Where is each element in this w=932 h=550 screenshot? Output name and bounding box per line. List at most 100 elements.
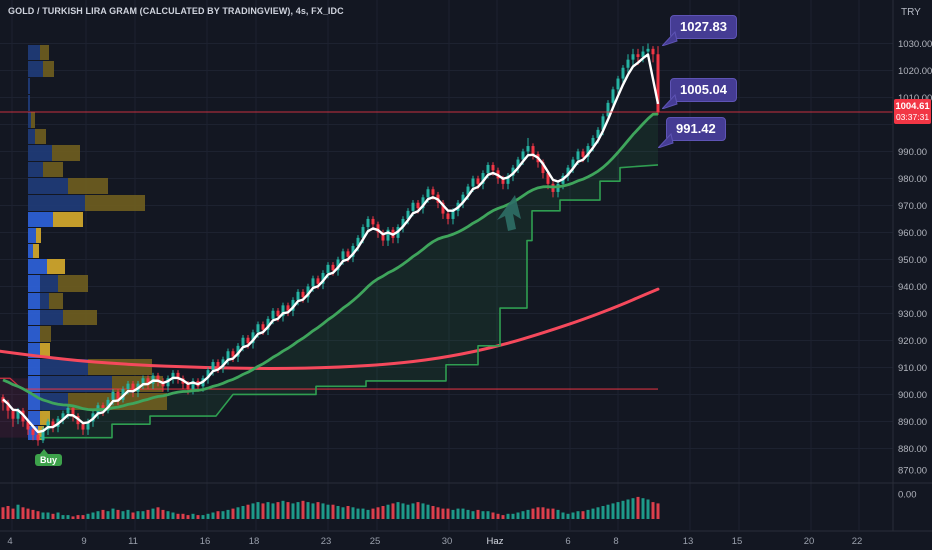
candle[interactable] (371, 218, 375, 225)
price-axis-tick[interactable]: 970.00 (898, 201, 927, 212)
candle[interactable] (361, 227, 365, 238)
candle[interactable] (341, 251, 345, 260)
price-axis-tick[interactable]: 0.00 (898, 490, 917, 501)
time-axis-tick[interactable]: 22 (852, 536, 863, 547)
candle[interactable] (311, 278, 315, 287)
price-callout-high[interactable]: 1027.83 (662, 15, 737, 46)
candle[interactable] (441, 202, 445, 214)
candle[interactable] (626, 59, 630, 68)
candle[interactable] (446, 213, 450, 219)
trailing-stop-line[interactable] (40, 164, 659, 439)
candle[interactable] (86, 421, 90, 430)
price-axis-tick[interactable]: 1030.00 (898, 39, 932, 50)
price-axis-tick[interactable]: 960.00 (898, 228, 927, 239)
candle[interactable] (656, 54, 660, 113)
candle[interactable] (246, 337, 250, 344)
candle[interactable] (356, 237, 360, 246)
candle[interactable] (26, 421, 30, 430)
candle[interactable] (221, 359, 225, 368)
candle[interactable] (471, 178, 475, 187)
price-axis-tick[interactable]: 930.00 (898, 309, 927, 320)
candle[interactable] (61, 413, 65, 419)
candle[interactable] (596, 129, 600, 138)
candle[interactable] (206, 370, 210, 379)
time-axis-tick[interactable]: 11 (128, 536, 138, 547)
candle[interactable] (346, 251, 350, 257)
candle[interactable] (581, 151, 585, 157)
candle[interactable] (6, 402, 10, 411)
candle[interactable] (281, 305, 285, 317)
candle[interactable] (46, 421, 50, 430)
candle[interactable] (366, 218, 370, 228)
candle[interactable] (571, 159, 575, 168)
time-axis-tick[interactable]: 18 (249, 536, 260, 547)
time-axis-tick[interactable]: Haz (487, 536, 504, 547)
candle[interactable] (81, 424, 85, 430)
time-axis-tick[interactable]: 16 (200, 536, 211, 547)
price-callout-mid[interactable]: 1005.04 (662, 78, 737, 109)
slow-ma-red-line[interactable] (0, 287, 660, 370)
price-axis-tick[interactable]: 1010.00 (898, 93, 932, 104)
price-axis-tick[interactable]: 990.00 (898, 147, 927, 158)
candle[interactable] (116, 391, 120, 400)
price-axis-tick[interactable]: 980.00 (898, 174, 927, 185)
candle[interactable] (566, 167, 570, 176)
candle[interactable] (351, 245, 355, 257)
time-axis-tick[interactable]: 23 (321, 536, 332, 547)
candle[interactable] (251, 332, 255, 344)
candle[interactable] (461, 194, 465, 203)
candle[interactable] (286, 305, 290, 311)
candle[interactable] (241, 337, 245, 346)
candle[interactable] (71, 407, 75, 417)
candle[interactable] (526, 146, 530, 152)
candle[interactable] (276, 310, 280, 317)
candle[interactable] (431, 189, 435, 195)
candle[interactable] (606, 102, 610, 117)
candle[interactable] (291, 299, 295, 311)
candle[interactable] (11, 410, 15, 419)
candle[interactable] (521, 151, 525, 160)
candle[interactable] (651, 48, 655, 55)
candle[interactable] (66, 407, 70, 414)
candle[interactable] (331, 264, 335, 271)
price-axis-tick[interactable]: 900.00 (898, 390, 927, 401)
candle[interactable] (36, 434, 40, 441)
candle[interactable] (541, 162, 545, 174)
time-axis-tick[interactable]: 20 (804, 536, 815, 547)
candle[interactable] (256, 324, 260, 333)
candle[interactable] (631, 54, 635, 60)
candle[interactable] (486, 164, 490, 174)
time-axis-tick[interactable]: 4 (7, 536, 12, 547)
candle[interactable] (401, 218, 405, 228)
candle[interactable] (266, 318, 270, 330)
candle[interactable] (641, 51, 645, 57)
candle[interactable] (131, 383, 135, 392)
candle[interactable] (146, 378, 150, 384)
candle[interactable] (186, 383, 190, 390)
entry-stop-line[interactable] (0, 377, 658, 390)
candle[interactable] (591, 137, 595, 147)
candle[interactable] (16, 410, 20, 419)
candle[interactable] (31, 429, 35, 435)
time-axis-tick[interactable]: 25 (370, 536, 381, 547)
candle[interactable] (261, 324, 265, 330)
candle[interactable] (406, 210, 410, 219)
candle[interactable] (476, 178, 480, 184)
candle[interactable] (216, 362, 220, 368)
candle[interactable] (306, 286, 310, 298)
candle[interactable] (416, 202, 420, 209)
candle[interactable] (51, 421, 55, 427)
candle[interactable] (176, 372, 180, 379)
candle[interactable] (576, 151, 580, 160)
candle[interactable] (191, 380, 195, 390)
candle[interactable] (381, 232, 385, 241)
candle[interactable] (271, 310, 275, 319)
candle[interactable] (156, 375, 160, 381)
candle[interactable] (516, 159, 520, 168)
candle[interactable] (236, 345, 240, 357)
candle[interactable] (546, 173, 550, 184)
candle[interactable] (231, 351, 235, 357)
buy-order-marker[interactable]: Buy (35, 449, 63, 466)
candle[interactable] (621, 67, 625, 79)
candle[interactable] (211, 362, 215, 371)
